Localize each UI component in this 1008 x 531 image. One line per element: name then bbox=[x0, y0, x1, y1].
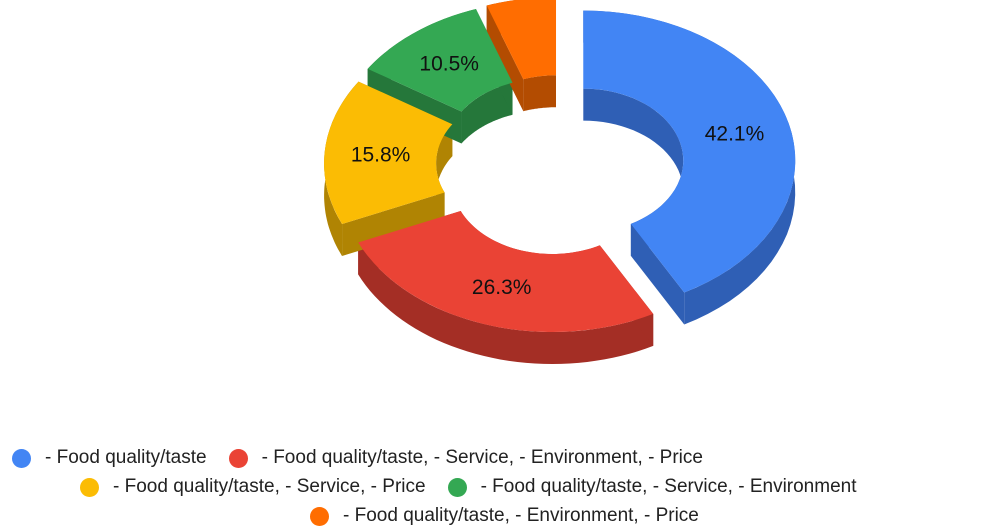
legend-label: - Food quality/taste, - Service, - Price bbox=[113, 476, 426, 498]
legend-label: - Food quality/taste, - Service, - Envir… bbox=[481, 476, 857, 498]
legend-dot-orange bbox=[310, 507, 329, 526]
legend-item-all-four[interactable]: - Food quality/taste, - Service, - Envir… bbox=[229, 447, 703, 469]
donut-chart: 42.1% 26.3% 15.8% 10.5% bbox=[0, 0, 1008, 420]
legend-row-3: - Food quality/taste, - Environment, - P… bbox=[310, 504, 721, 528]
legend-dot-yellow bbox=[80, 478, 99, 497]
legend-dot-blue bbox=[12, 449, 31, 468]
legend-dot-green bbox=[448, 478, 467, 497]
legend-label: - Food quality/taste bbox=[45, 447, 207, 469]
legend-dot-red bbox=[229, 449, 248, 468]
legend-item-environment-price[interactable]: - Food quality/taste, - Environment, - P… bbox=[310, 505, 699, 527]
legend-item-service-price[interactable]: - Food quality/taste, - Service, - Price bbox=[80, 476, 426, 498]
slice-label-2: 15.8% bbox=[351, 144, 411, 167]
legend-label: - Food quality/taste, - Service, - Envir… bbox=[262, 447, 703, 469]
legend-item-service-environment[interactable]: - Food quality/taste, - Service, - Envir… bbox=[448, 476, 857, 498]
legend-row-1: - Food quality/taste - Food quality/tast… bbox=[12, 446, 725, 470]
legend-row-2: - Food quality/taste, - Service, - Price… bbox=[80, 475, 879, 499]
legend-label: - Food quality/taste, - Environment, - P… bbox=[343, 505, 699, 527]
slice-label-1: 26.3% bbox=[472, 276, 532, 299]
slice-label-3: 10.5% bbox=[419, 52, 479, 75]
slice-label-0: 42.1% bbox=[705, 122, 765, 145]
legend-item-food-quality[interactable]: - Food quality/taste bbox=[12, 447, 207, 469]
